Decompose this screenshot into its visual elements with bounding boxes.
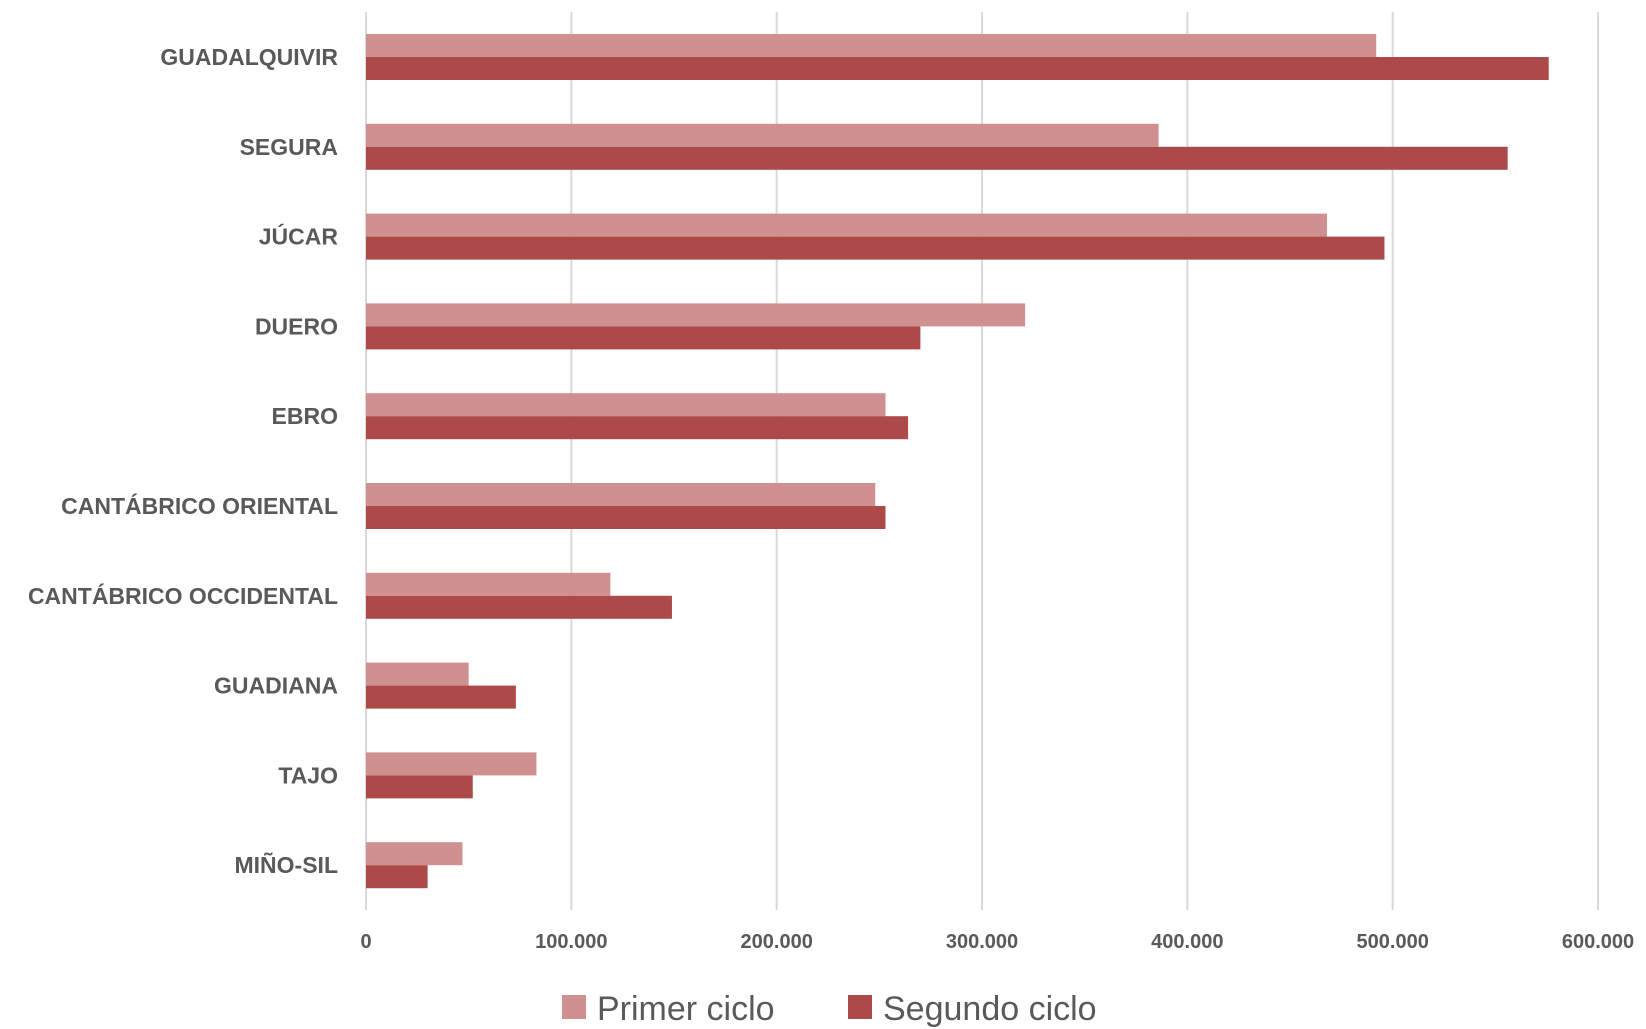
bar-segundo-ciclo-segura bbox=[366, 146, 1508, 170]
bar-segundo-ciclo-duero bbox=[366, 326, 921, 350]
bar-primer-ciclo-tajo bbox=[366, 752, 537, 776]
legend-label-primer-ciclo: Primer ciclo bbox=[597, 990, 775, 1028]
bar-segundo-ciclo-mino-sil bbox=[366, 865, 428, 889]
x-tick-label-3: 300.000 bbox=[946, 931, 1018, 953]
category-label-cantabrico-occidental: CANTÁBRICO OCCIDENTAL bbox=[28, 582, 338, 609]
x-tick-label-1: 100.000 bbox=[535, 931, 607, 953]
bar-segundo-ciclo-ebro bbox=[366, 416, 909, 440]
bar-primer-ciclo-guadiana bbox=[366, 662, 469, 686]
x-tick-label-2: 200.000 bbox=[741, 931, 813, 953]
category-label-guadalquivir: GUADALQUIVIR bbox=[160, 44, 338, 70]
category-label-tajo: TAJO bbox=[278, 762, 338, 788]
category-label-guadiana: GUADIANA bbox=[214, 673, 338, 699]
bar-segundo-ciclo-jucar bbox=[366, 236, 1385, 260]
bar-primer-ciclo-duero bbox=[366, 303, 1026, 327]
legend-swatch-segundo-ciclo bbox=[848, 995, 872, 1019]
bar-primer-ciclo-guadalquivir bbox=[366, 34, 1377, 57]
bar-primer-ciclo-jucar bbox=[366, 213, 1327, 237]
category-label-jucar: JÚCAR bbox=[259, 223, 339, 250]
category-label-ebro: EBRO bbox=[272, 403, 338, 429]
x-tick-label-6: 600.000 bbox=[1562, 931, 1634, 953]
category-label-duero: DUERO bbox=[255, 313, 338, 339]
category-label-segura: SEGURA bbox=[240, 134, 338, 160]
category-label-cantabrico-oriental: CANTÁBRICO ORIENTAL bbox=[61, 492, 338, 519]
bars bbox=[366, 34, 1549, 889]
x-tick-label-4: 400.000 bbox=[1151, 931, 1223, 953]
bar-primer-ciclo-cantabrico-occidental bbox=[366, 572, 611, 596]
category-label-mino-sil: MIÑO-SIL bbox=[235, 851, 339, 878]
x-axis-tick-labels: 0 100.000 200.000 300.000 400.000 500.000 600.… bbox=[360, 931, 1634, 953]
bar-segundo-ciclo-tajo bbox=[366, 775, 473, 799]
bar-primer-ciclo-mino-sil bbox=[366, 842, 463, 866]
bar-primer-ciclo-cantabrico-oriental bbox=[366, 483, 876, 506]
bar-primer-ciclo-ebro bbox=[366, 393, 886, 417]
legend: Primer ciclo Segundo ciclo bbox=[562, 990, 1097, 1028]
category-labels: GUADALQUIVIR SEGURA JÚCAR DUERO EBRO CANTÁBRI… bbox=[28, 44, 338, 878]
x-tick-label-5: 500.000 bbox=[1357, 931, 1429, 953]
legend-swatch-primer-ciclo bbox=[562, 995, 586, 1019]
bar-segundo-ciclo-guadiana bbox=[366, 685, 516, 709]
bar-primer-ciclo-segura bbox=[366, 123, 1159, 147]
bar-segundo-ciclo-cantabrico-occidental bbox=[366, 595, 672, 619]
legend-label-segundo-ciclo: Segundo ciclo bbox=[883, 990, 1097, 1028]
bar-segundo-ciclo-guadalquivir bbox=[366, 57, 1549, 80]
x-tick-label-0: 0 bbox=[360, 931, 371, 953]
bar-segundo-ciclo-cantabrico-oriental bbox=[366, 506, 886, 529]
